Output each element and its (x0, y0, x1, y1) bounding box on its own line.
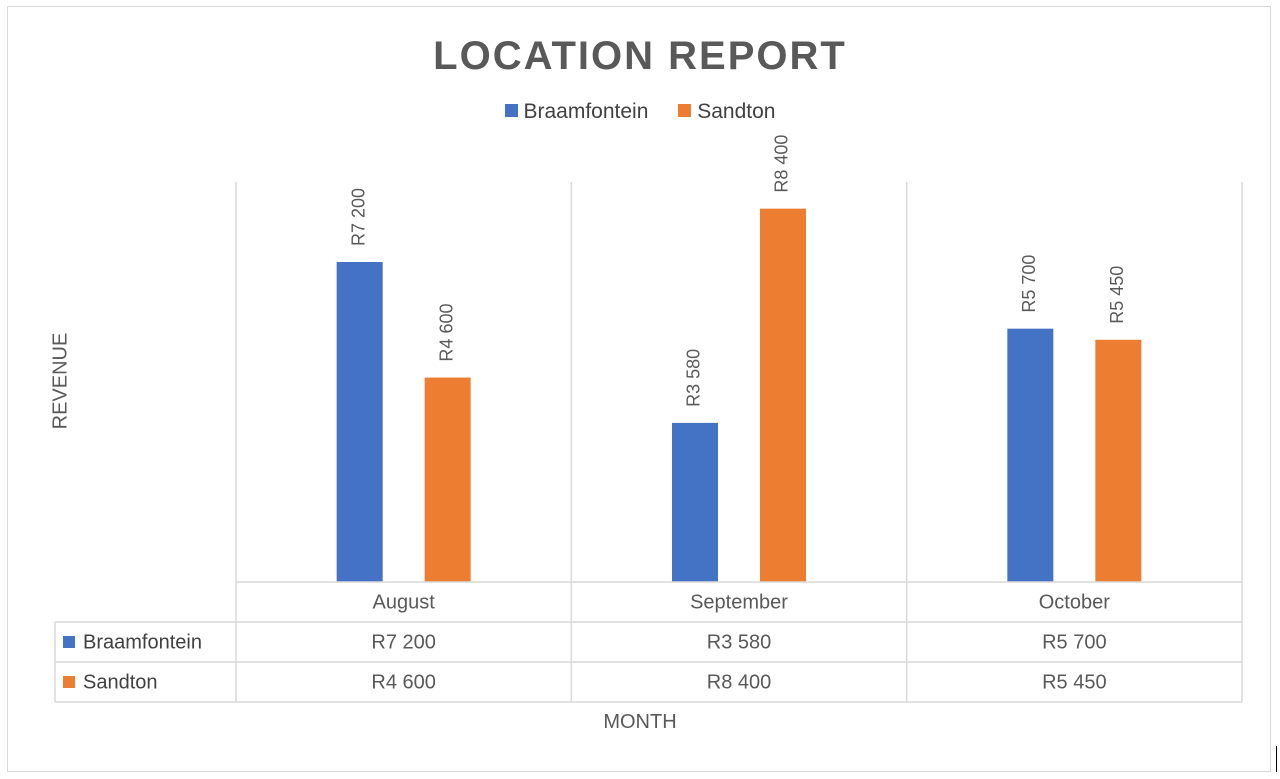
bar-braamfontein-october (1007, 328, 1054, 582)
data-label-braamfontein-october: R5 700 (1019, 255, 1039, 313)
bar-sandton-september (760, 208, 806, 582)
bar-sandton-october (1095, 339, 1142, 582)
bar-braamfontein-august (336, 262, 383, 582)
bar-sandton-august (424, 377, 471, 582)
table-cell-sandton-september: R8 400 (707, 671, 772, 693)
x-axis-label: MONTH (603, 711, 677, 733)
table-swatch-sandton (63, 676, 75, 688)
bar-braamfontein-september (672, 422, 718, 582)
data-label-sandton-september: R8 400 (772, 135, 792, 193)
legend-label-braamfontein: Braamfontein (523, 100, 649, 123)
table-cell-sandton-august: R4 600 (371, 671, 436, 693)
chart-frame (7, 6, 1271, 772)
data-label-braamfontein-september: R3 580 (684, 349, 704, 407)
y-axis-label: REVENUE (49, 332, 72, 430)
chart-title: LOCATION REPORT (433, 34, 847, 78)
data-label-braamfontein-august: R7 200 (348, 188, 368, 246)
legend-swatch-sandton (678, 104, 692, 117)
category-label-september: September (690, 591, 788, 613)
legend-label-sandton: Sandton (697, 100, 776, 123)
data-label-sandton-august: R4 600 (436, 304, 456, 362)
legend-item-braamfontein: Braamfontein (504, 100, 649, 124)
category-label-august: August (373, 591, 436, 613)
legend: Braamfontein Sandton (0, 100, 1280, 124)
table-cell-braamfontein-august: R7 200 (371, 631, 436, 653)
category-label-october: October (1039, 591, 1110, 613)
data-label-sandton-october: R5 450 (1107, 266, 1127, 324)
table-cell-braamfontein-october: R5 700 (1042, 631, 1107, 653)
table-cell-braamfontein-september: R3 580 (707, 631, 772, 653)
text-cursor (1276, 746, 1277, 772)
legend-swatch-braamfontein (504, 104, 518, 117)
table-series-label-braamfontein: Braamfontein (83, 631, 202, 653)
legend-item-sandton: Sandton (678, 100, 776, 124)
table-swatch-braamfontein (63, 636, 75, 648)
table-cell-sandton-october: R5 450 (1042, 671, 1107, 693)
table-series-label-sandton: Sandton (83, 671, 158, 693)
